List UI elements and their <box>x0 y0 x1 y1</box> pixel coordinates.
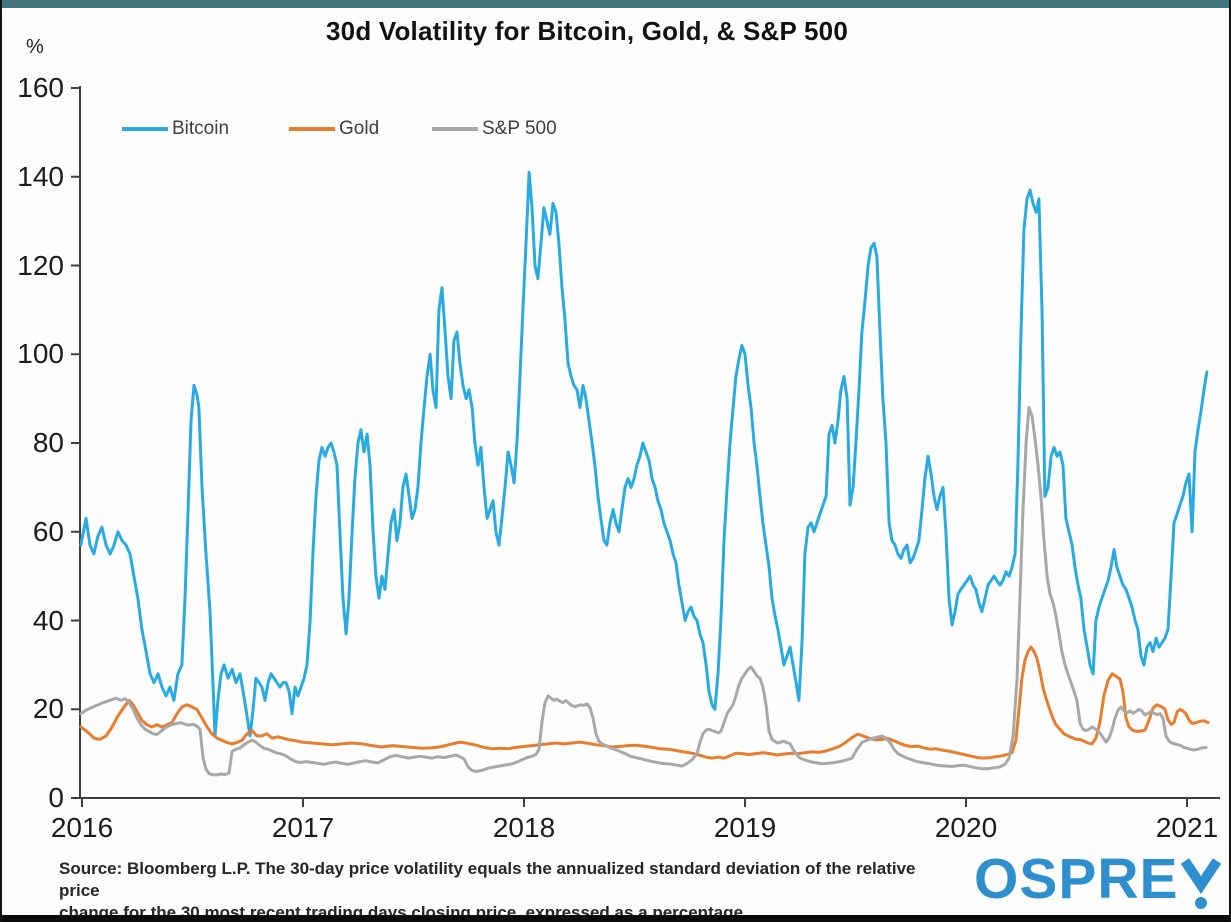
y-tick-label: 60 <box>32 515 64 547</box>
y-tick-label: 100 <box>17 338 64 370</box>
x-tick-label: 2021 <box>1155 812 1219 843</box>
source-note: Source: Bloomberg L.P. The 30-day price … <box>59 858 919 922</box>
x-tick-label: 2016 <box>50 812 114 843</box>
y-tick-label: 40 <box>32 604 64 636</box>
y-tick-label: 160 <box>17 72 64 103</box>
gold-line-swatch-icon <box>289 127 335 131</box>
y-tick-label: 20 <box>32 693 64 725</box>
legend-label-bitcoin: Bitcoin <box>172 118 230 139</box>
window-top-accent-bar <box>2 0 1229 8</box>
y-tick-label: 140 <box>17 160 64 192</box>
series-line-bitcoin <box>79 170 1209 738</box>
osprey-logo-y-icon <box>1180 858 1221 909</box>
x-tick-label: 2019 <box>713 812 777 843</box>
y-tick-label: 80 <box>32 427 64 458</box>
bitcoin-line-swatch-icon <box>122 127 168 131</box>
legend-label-gold: Gold <box>339 118 380 139</box>
x-tick-label: 2017 <box>271 812 335 843</box>
x-tick-label: 2018 <box>492 812 556 843</box>
source-note-line1: Source: Bloomberg L.P. The 30-day price … <box>59 859 916 900</box>
osprey-logo: OSPRE <box>974 847 1221 911</box>
legend-label-sp500: S&P 500 <box>482 118 557 139</box>
series-line-sp500 <box>79 406 1208 777</box>
page-title: 30d Volatility for Bitcoin, Gold, & S&P … <box>326 16 848 46</box>
window-bottom-bar <box>2 915 1229 922</box>
legend-item-bitcoin: Bitcoin <box>122 118 230 139</box>
y-axis-unit-label: % <box>26 36 44 58</box>
sp500-line-swatch-icon <box>432 127 478 131</box>
legend-item-sp500: S&P 500 <box>432 118 557 139</box>
x-tick-label: 2020 <box>934 812 998 843</box>
y-tick-label: 0 <box>48 782 64 813</box>
legend-item-gold: Gold <box>289 118 380 139</box>
series-line-gold <box>79 645 1210 760</box>
osprey-logo-text: OSPRE <box>974 847 1179 911</box>
y-tick-label: 120 <box>17 249 64 281</box>
